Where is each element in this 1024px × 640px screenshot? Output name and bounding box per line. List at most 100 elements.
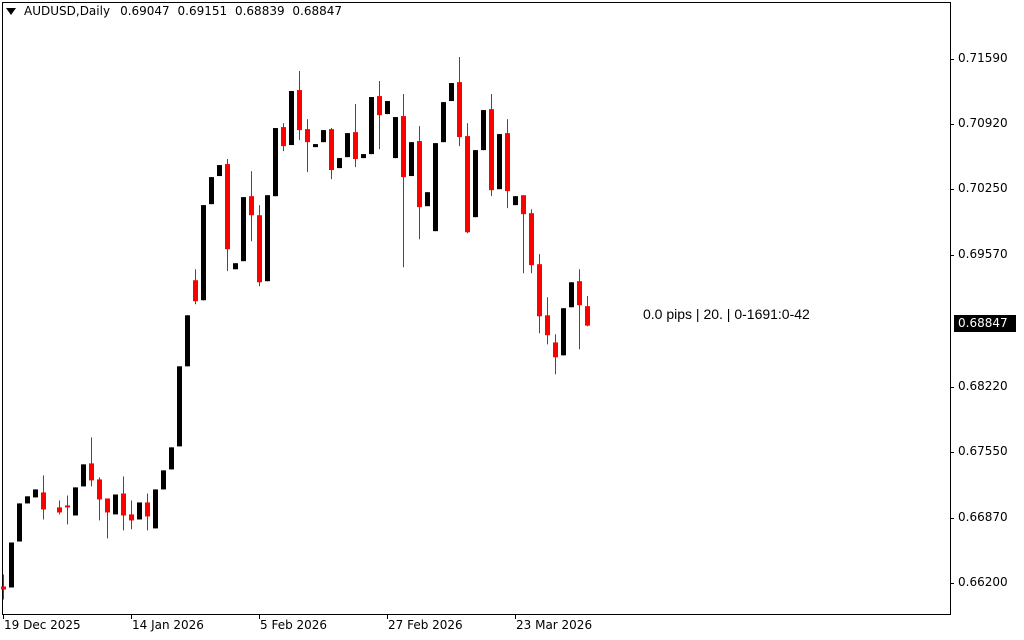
candle-bull xyxy=(113,494,118,515)
triangle-down-icon[interactable] xyxy=(6,7,16,15)
candle-body xyxy=(73,487,78,516)
candle-bull xyxy=(337,158,342,169)
candle-body xyxy=(513,196,518,206)
x-tick-label: 27 Feb 2026 xyxy=(388,618,463,632)
candle-bear xyxy=(41,475,46,520)
candle-bear xyxy=(401,94,406,268)
candle-body xyxy=(441,102,446,143)
candle-bull xyxy=(25,496,30,504)
high-value: 0.69151 xyxy=(177,4,228,18)
candle-bear xyxy=(1,574,6,600)
candle-body xyxy=(177,366,182,447)
candle-bull xyxy=(289,91,294,146)
candle-body xyxy=(361,154,366,159)
candle-bull xyxy=(441,102,446,143)
candle-body xyxy=(113,494,118,515)
candle-bull xyxy=(497,134,502,190)
candle-bull xyxy=(561,308,566,356)
candle-bear xyxy=(89,437,94,487)
candle-bull xyxy=(369,97,374,155)
candle-bull xyxy=(265,195,270,282)
candles xyxy=(1,57,590,600)
candle-bear xyxy=(105,498,110,539)
candle-bull xyxy=(313,144,318,148)
current-price-label: 0.68847 xyxy=(954,315,1016,332)
candle-body xyxy=(489,109,494,191)
candle-body xyxy=(89,463,94,481)
candle-bear xyxy=(457,57,462,147)
candle-bull xyxy=(241,197,246,262)
x-tick-label: 14 Jan 2026 xyxy=(132,618,204,632)
candle-bear xyxy=(65,495,70,525)
candle-body xyxy=(545,315,550,336)
candle-bull xyxy=(177,366,182,447)
candle-bull xyxy=(169,447,174,470)
candle-bear xyxy=(281,123,286,152)
candle-body xyxy=(561,308,566,356)
candle-bull xyxy=(569,282,574,308)
candle-body xyxy=(409,142,414,177)
candle-bull xyxy=(233,263,238,270)
candle-bear xyxy=(57,500,62,515)
plot-frame xyxy=(2,2,951,615)
candle-bull xyxy=(137,502,142,520)
candle-bull xyxy=(201,205,206,301)
candle-body xyxy=(465,136,470,233)
candle-bull xyxy=(9,542,14,588)
candle-bull xyxy=(393,117,398,159)
candle-bull xyxy=(385,101,390,115)
candle-bear xyxy=(145,493,150,531)
candle-bull xyxy=(273,128,278,197)
candle-body xyxy=(145,502,150,517)
candle-body xyxy=(233,263,238,270)
candle-body xyxy=(201,205,206,301)
candle-body xyxy=(1,586,6,590)
symbol-timeframe: AUDUSD,Daily xyxy=(24,4,111,18)
candle-bull xyxy=(513,196,518,206)
candle-body xyxy=(497,134,502,190)
candle-body xyxy=(353,132,358,160)
candle-bull xyxy=(17,503,22,542)
candle-bull xyxy=(433,143,438,232)
candle-bear xyxy=(249,171,254,242)
candle-body xyxy=(505,133,510,192)
candle-body xyxy=(185,315,190,367)
candle-bull xyxy=(33,489,38,498)
candle-body xyxy=(577,281,582,306)
candle-bull xyxy=(361,154,366,159)
candle-body xyxy=(249,196,254,216)
candle-body xyxy=(121,493,126,516)
y-tick-label: 0.70920 xyxy=(958,116,1008,131)
candle-bear xyxy=(121,476,126,531)
candle-body xyxy=(425,192,430,207)
y-tick-label: 0.67550 xyxy=(958,443,1008,458)
candle-body xyxy=(225,164,230,250)
candle-bear xyxy=(585,296,590,327)
candle-body xyxy=(129,514,134,521)
candle-bear xyxy=(305,119,310,173)
candle-body xyxy=(337,158,342,169)
candle-body xyxy=(41,492,46,510)
candle-body xyxy=(217,165,222,177)
candle-bear xyxy=(489,94,494,197)
candle-bear xyxy=(553,334,558,375)
candle-body xyxy=(193,280,198,302)
candle-bear xyxy=(521,195,526,274)
candle-body xyxy=(169,447,174,470)
candle-body xyxy=(265,195,270,282)
candle-body xyxy=(329,129,334,171)
candle-body xyxy=(321,130,326,143)
candle-bull xyxy=(481,110,486,151)
candle-body xyxy=(161,470,166,490)
candle-body xyxy=(481,110,486,151)
candle-bear xyxy=(225,159,230,272)
candle-body xyxy=(449,83,454,102)
candle-body xyxy=(457,82,462,138)
candle-bull xyxy=(409,142,414,177)
candle-bull xyxy=(209,177,214,205)
chart-header: AUDUSD,Daily 0.69047 0.69151 0.68839 0.6… xyxy=(6,4,346,18)
x-tick-label: 5 Feb 2026 xyxy=(260,618,328,632)
candle-body xyxy=(417,141,422,208)
x-tick-label: 23 Mar 2026 xyxy=(516,618,593,632)
